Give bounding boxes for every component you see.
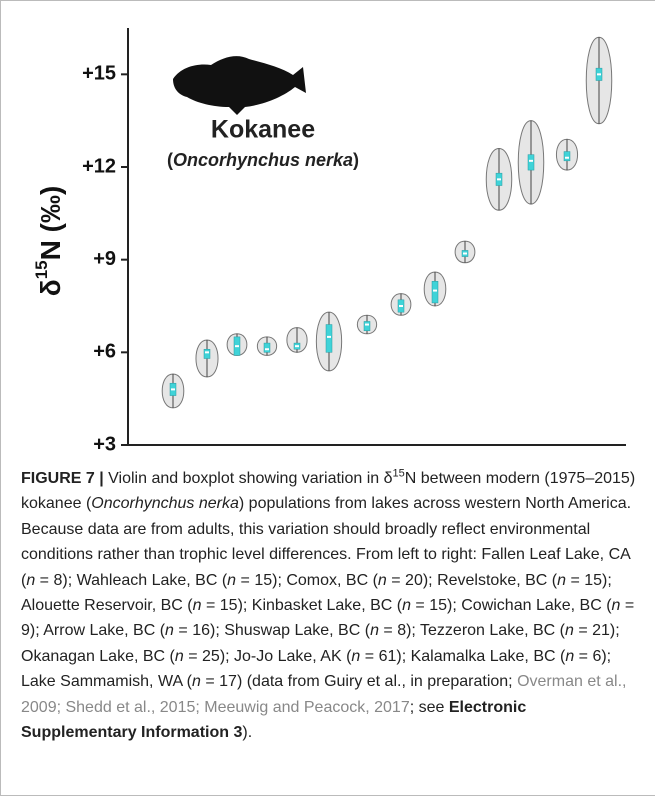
y-label-part: N (‰) (35, 186, 66, 261)
y-tick-label: +9 (93, 248, 116, 270)
chart: Kokanee (Oncorhynchus nerka) δ15N (‰) +3… (1, 1, 655, 461)
caption-text: n (351, 648, 360, 665)
annotation: Kokanee (211, 116, 315, 144)
box (204, 349, 210, 358)
caption-text: n (192, 673, 201, 690)
caption-text: n (378, 572, 387, 589)
caption-text: n (402, 597, 411, 614)
caption-text: 15 (393, 468, 405, 480)
caption-text: = 16); Shuswap Lake, BC ( (174, 622, 370, 639)
box (432, 281, 438, 303)
box (564, 152, 570, 161)
caption-text: n (193, 597, 202, 614)
y-label-sup: 15 (32, 260, 51, 279)
caption-text: FIGURE 7 | (21, 470, 104, 487)
caption-text: = 61); Kalamalka Lake, BC ( (360, 648, 565, 665)
caption-text: ). (242, 724, 252, 741)
caption-text: = 25); Jo-Jo Lake, AK ( (184, 648, 352, 665)
box (528, 155, 534, 170)
caption-text: n (370, 622, 379, 639)
box (364, 321, 370, 330)
caption-text: n (227, 572, 236, 589)
caption-text: n (565, 622, 574, 639)
caption-text: n (175, 648, 184, 665)
caption-text: n (557, 572, 566, 589)
box (264, 343, 270, 352)
box (326, 325, 332, 353)
caption-text: = 15); Comox, BC ( (236, 572, 378, 589)
annotation: (Oncorhynchus nerka) (167, 150, 359, 170)
caption-text: n (565, 648, 574, 665)
annotation-part: ) (353, 150, 359, 170)
y-tick-label: +15 (82, 63, 116, 85)
caption-text: Violin and boxplot showing variation in … (104, 470, 393, 487)
caption-text: n (26, 572, 35, 589)
caption-text: = 8); Wahleach Lake, BC ( (35, 572, 227, 589)
caption-text: = 15); Cowichan Lake, BC ( (411, 597, 612, 614)
caption-text: Oncorhynchus nerka (91, 495, 239, 512)
y-axis-label: δ15N (‰) (32, 186, 66, 297)
y-label-part: δ (35, 279, 66, 296)
y-tick-label: +12 (82, 155, 116, 177)
caption-text: n (165, 622, 174, 639)
annotation-part: Oncorhynchus nerka (173, 150, 353, 170)
caption-text: = 15); Kinbasket Lake, BC ( (202, 597, 403, 614)
y-tick-label: +6 (93, 341, 116, 363)
caption-text: = 8); Tezzeron Lake, BC ( (379, 622, 565, 639)
fish-silhouette (173, 56, 306, 115)
caption: FIGURE 7 | Violin and boxplot showing va… (21, 466, 641, 745)
caption-text: ; see (410, 699, 449, 716)
caption-text: = 17) (data from Guiry et al., in prepar… (201, 673, 517, 690)
figure: Kokanee (Oncorhynchus nerka) δ15N (‰) +3… (0, 0, 655, 796)
caption-text: = 20); Revelstoke, BC ( (387, 572, 557, 589)
y-tick-label: +3 (93, 433, 116, 455)
